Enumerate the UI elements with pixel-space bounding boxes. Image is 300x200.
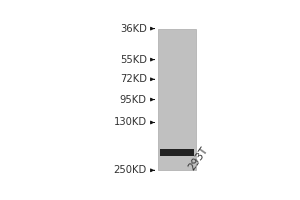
Text: 250KD: 250KD — [113, 165, 147, 175]
Text: 95KD: 95KD — [120, 95, 147, 105]
Text: 36KD: 36KD — [120, 24, 147, 34]
Bar — [158, 29, 196, 170]
Bar — [160, 149, 194, 156]
Text: 55KD: 55KD — [120, 55, 147, 65]
Text: 293T: 293T — [186, 145, 209, 172]
Text: 130KD: 130KD — [114, 117, 147, 127]
Text: 72KD: 72KD — [120, 74, 147, 84]
